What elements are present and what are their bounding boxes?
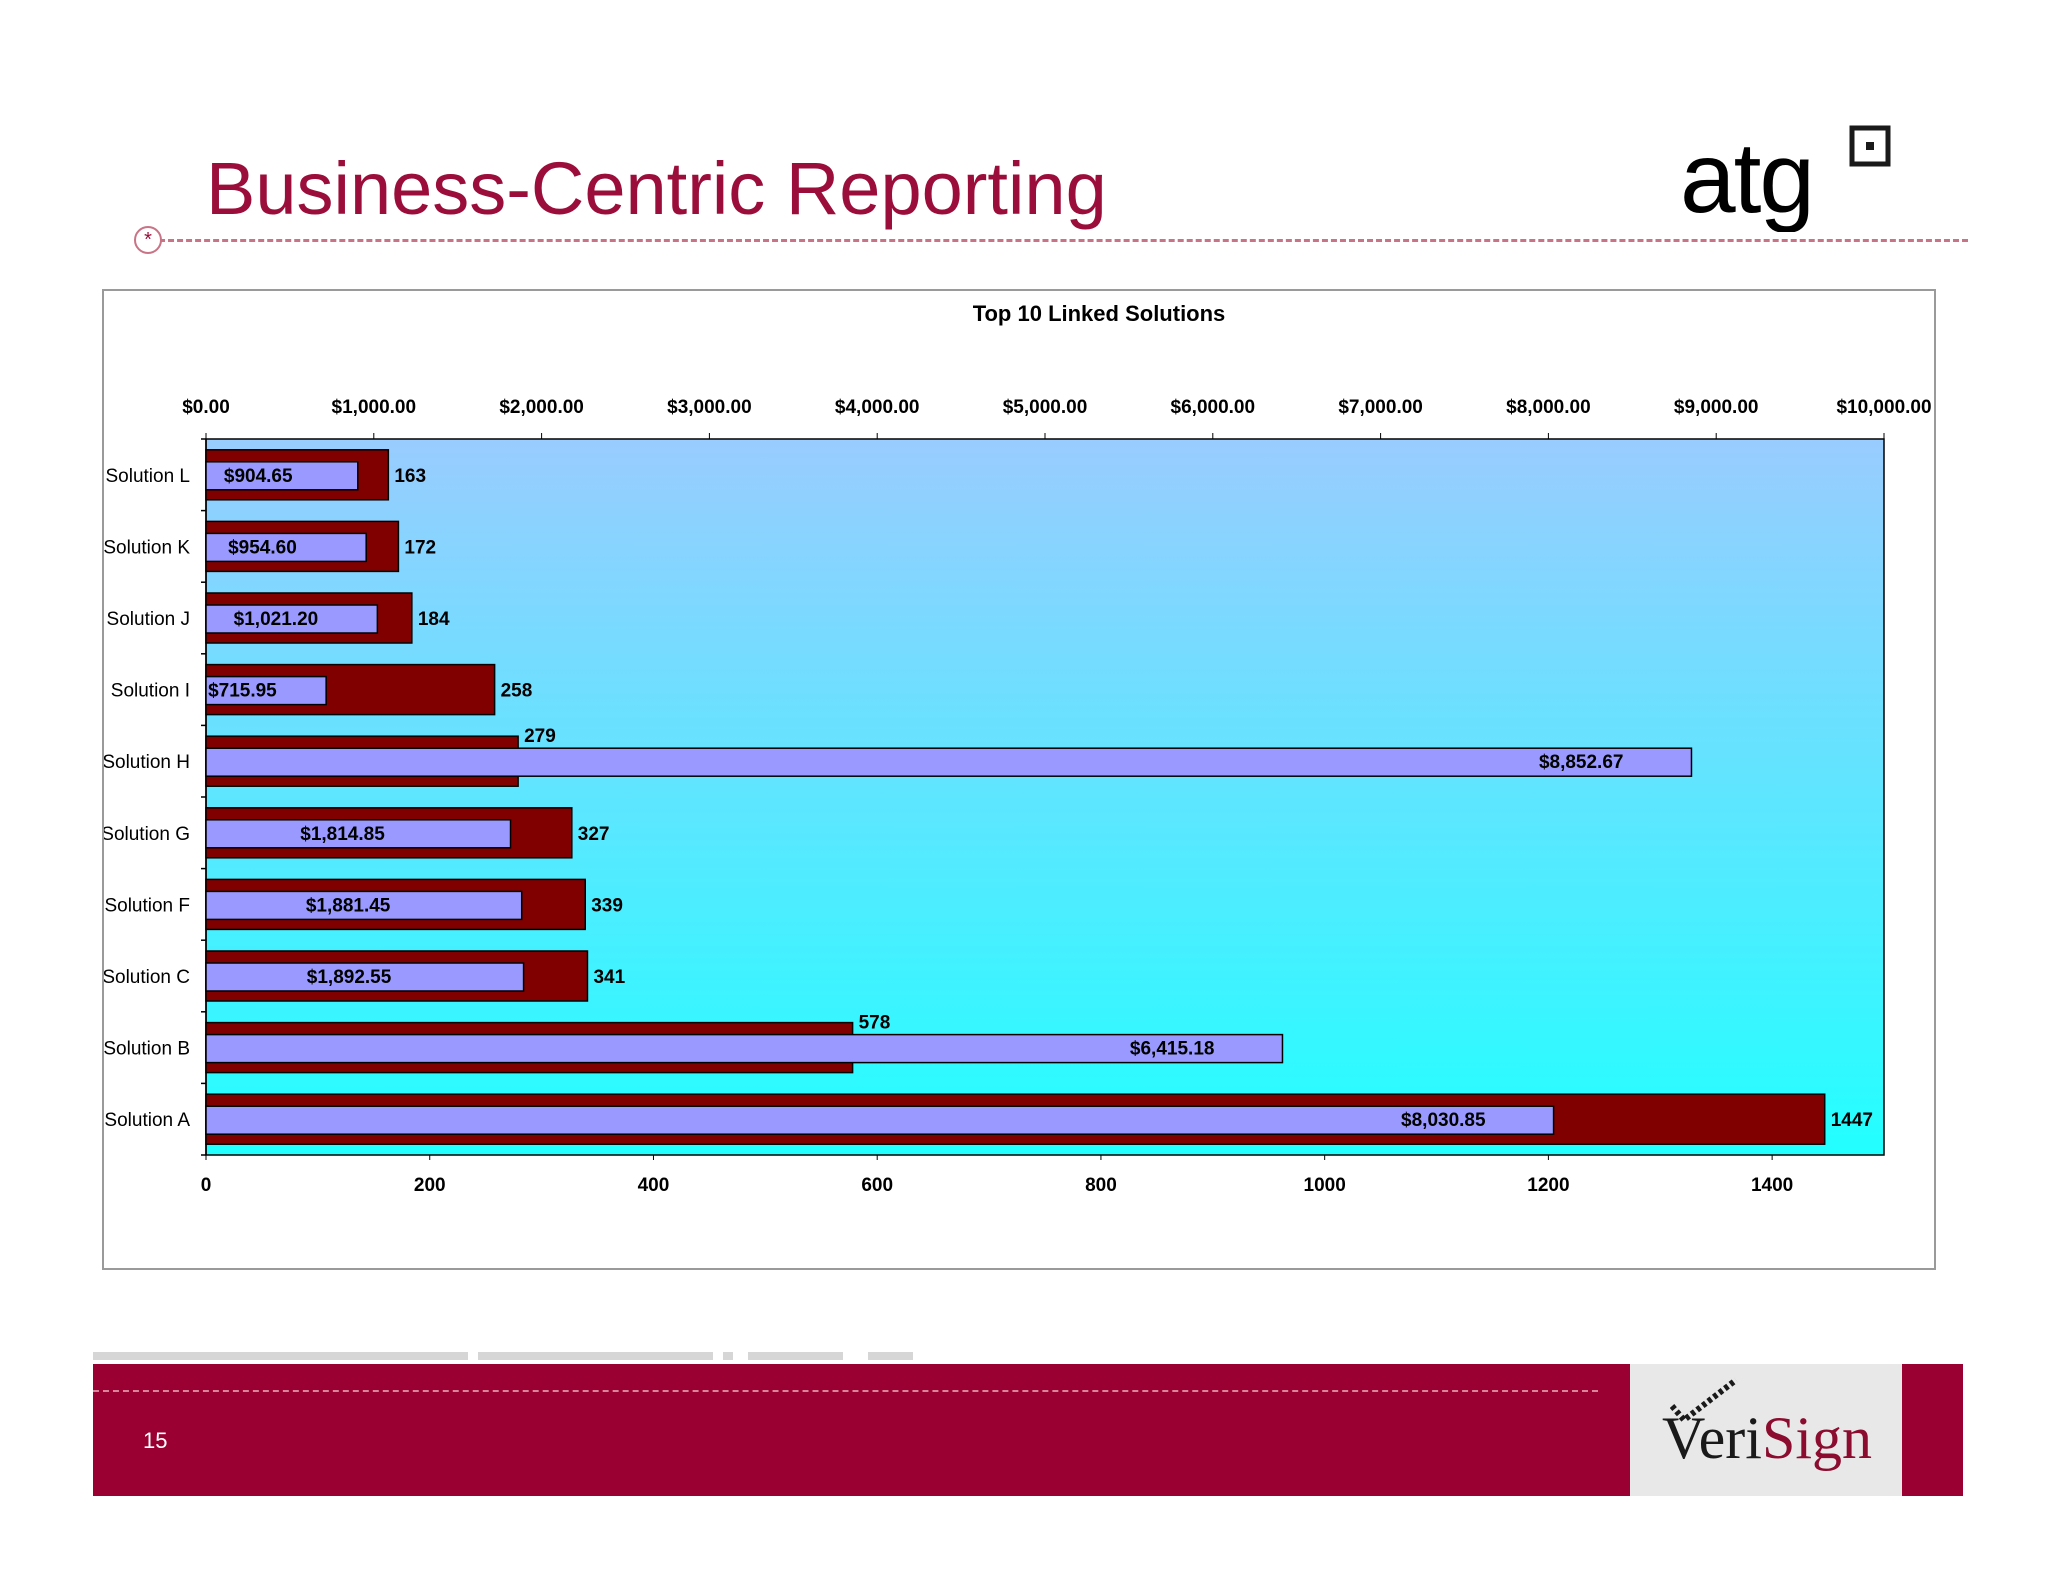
- category-label: Solution I: [111, 681, 190, 702]
- count-data-label: 327: [578, 824, 610, 845]
- verisign-logo-veri: Veri: [1662, 1405, 1762, 1471]
- category-label: Solution F: [104, 895, 190, 916]
- bottom-axis-tick-label: 800: [1085, 1175, 1117, 1196]
- atg-logo-dot: [1866, 142, 1874, 150]
- value-bar: [205, 604, 379, 634]
- atg-logo: atg: [1680, 112, 1900, 237]
- slide-title: Business-Centric Reporting: [206, 147, 1107, 230]
- category-label: Solution B: [104, 1039, 190, 1060]
- value-data-label: $715.95: [208, 681, 277, 702]
- asterisk-icon: *: [134, 226, 162, 254]
- footer-strip: [723, 1352, 733, 1360]
- bottom-axis-tick-label: 0: [201, 1175, 212, 1196]
- value-bar: [205, 962, 525, 992]
- verisign-logo: VeriSign: [1630, 1364, 1902, 1496]
- value-data-label: $1,881.45: [306, 895, 391, 916]
- top-axis-tick-label: $4,000.00: [835, 397, 920, 418]
- value-data-label: $1,021.20: [234, 609, 319, 630]
- category-label: Solution L: [105, 466, 190, 487]
- count-data-label: 258: [501, 681, 533, 702]
- category-label: Solution H: [104, 752, 190, 773]
- value-bar: [205, 675, 327, 706]
- count-data-label: 279: [524, 726, 556, 747]
- top-axis-tick-label: $5,000.00: [1003, 397, 1088, 418]
- bottom-axis-tick-label: 1400: [1751, 1175, 1793, 1196]
- value-bar: [205, 1033, 1284, 1064]
- value-data-label: $954.60: [228, 537, 297, 558]
- bar-chart: Top 10 Linked Solutions $0.00 $1,000.00 $2…: [104, 301, 1932, 1196]
- value-bar: [205, 532, 367, 563]
- value-data-label: $8,852.67: [1539, 752, 1624, 773]
- value-data-label: $1,892.55: [307, 967, 392, 988]
- category-label: Solution K: [104, 537, 190, 558]
- bottom-axis-tick-label: 400: [638, 1175, 670, 1196]
- chart-title: Top 10 Linked Solutions: [973, 301, 1226, 326]
- atg-logo-square: [1849, 125, 1891, 167]
- footer-accent-strip: [1910, 1364, 1963, 1496]
- value-bar: [205, 1105, 1555, 1135]
- category-label: Solution C: [104, 967, 190, 988]
- top-axis-tick-label: $6,000.00: [1171, 397, 1256, 418]
- verisign-logo-sign: Sign: [1761, 1405, 1873, 1471]
- footer-strip: [93, 1352, 468, 1360]
- top-axis-tick-label: $0.00: [182, 397, 230, 418]
- top-axis-tick-label: $10,000.00: [1836, 397, 1931, 418]
- bottom-axis-tick-label: 200: [414, 1175, 446, 1196]
- value-data-label: $6,415.18: [1130, 1039, 1215, 1060]
- page-number: 15: [143, 1428, 168, 1453]
- checkmark-icon: [1670, 1377, 1738, 1425]
- count-data-label: 163: [394, 466, 426, 487]
- count-data-label: 1447: [1831, 1110, 1873, 1131]
- count-data-label: 578: [859, 1013, 891, 1034]
- category-label: Solution A: [104, 1110, 190, 1131]
- top-axis-tick-label: $8,000.00: [1506, 397, 1591, 418]
- footer-strip: [478, 1352, 713, 1360]
- bottom-axis-tick-label: 600: [861, 1175, 893, 1196]
- title-divider: [150, 239, 1968, 242]
- footer-strip: [748, 1352, 843, 1360]
- value-data-label: $8,030.85: [1401, 1110, 1486, 1131]
- top-axis-tick-label: $7,000.00: [1338, 397, 1423, 418]
- category-label: Solution G: [104, 824, 190, 845]
- top-axis-tick-label: $9,000.00: [1674, 397, 1759, 418]
- bottom-axis-tick-label: 1200: [1527, 1175, 1569, 1196]
- chart-frame: Top 10 Linked Solutions $0.00 $1,000.00 $2…: [102, 289, 1936, 1270]
- atg-logo-text: atg: [1680, 122, 1813, 232]
- count-data-label: 184: [418, 609, 450, 630]
- bottom-axis-tick-label: 1000: [1304, 1175, 1346, 1196]
- top-axis-tick-label: $3,000.00: [667, 397, 752, 418]
- category-label: Solution J: [107, 609, 190, 630]
- count-data-label: 341: [593, 967, 625, 988]
- count-data-label: 172: [404, 537, 436, 558]
- footer-strip: [868, 1352, 913, 1360]
- value-bar: [205, 461, 359, 491]
- value-bar: [205, 747, 1693, 777]
- value-bar: [205, 890, 523, 921]
- value-data-label: $1,814.85: [300, 824, 385, 845]
- value-data-label: $904.65: [224, 466, 293, 487]
- footer-divider: [93, 1390, 1598, 1392]
- top-axis-tick-label: $1,000.00: [332, 397, 417, 418]
- count-data-label: 339: [591, 895, 623, 916]
- value-bar: [205, 819, 512, 849]
- top-axis-tick-label: $2,000.00: [499, 397, 584, 418]
- atg-logo-mark: atg: [1680, 122, 1891, 234]
- verisign-logo-text: VeriSign: [1662, 1404, 1872, 1473]
